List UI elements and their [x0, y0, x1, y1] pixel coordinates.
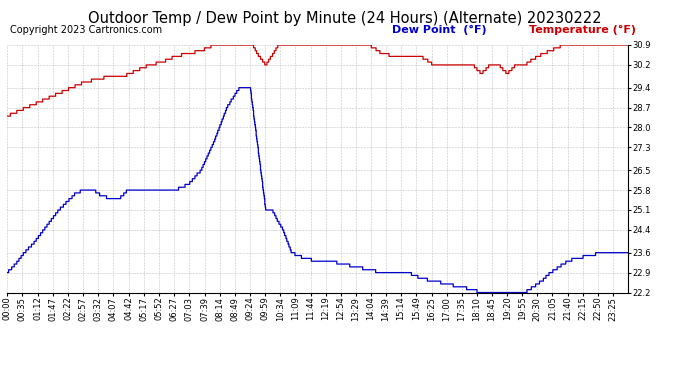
Text: Dew Point  (°F): Dew Point (°F) — [392, 25, 486, 35]
Text: Temperature (°F): Temperature (°F) — [529, 25, 635, 35]
Text: Outdoor Temp / Dew Point by Minute (24 Hours) (Alternate) 20230222: Outdoor Temp / Dew Point by Minute (24 H… — [88, 11, 602, 26]
Text: Copyright 2023 Cartronics.com: Copyright 2023 Cartronics.com — [10, 25, 162, 35]
